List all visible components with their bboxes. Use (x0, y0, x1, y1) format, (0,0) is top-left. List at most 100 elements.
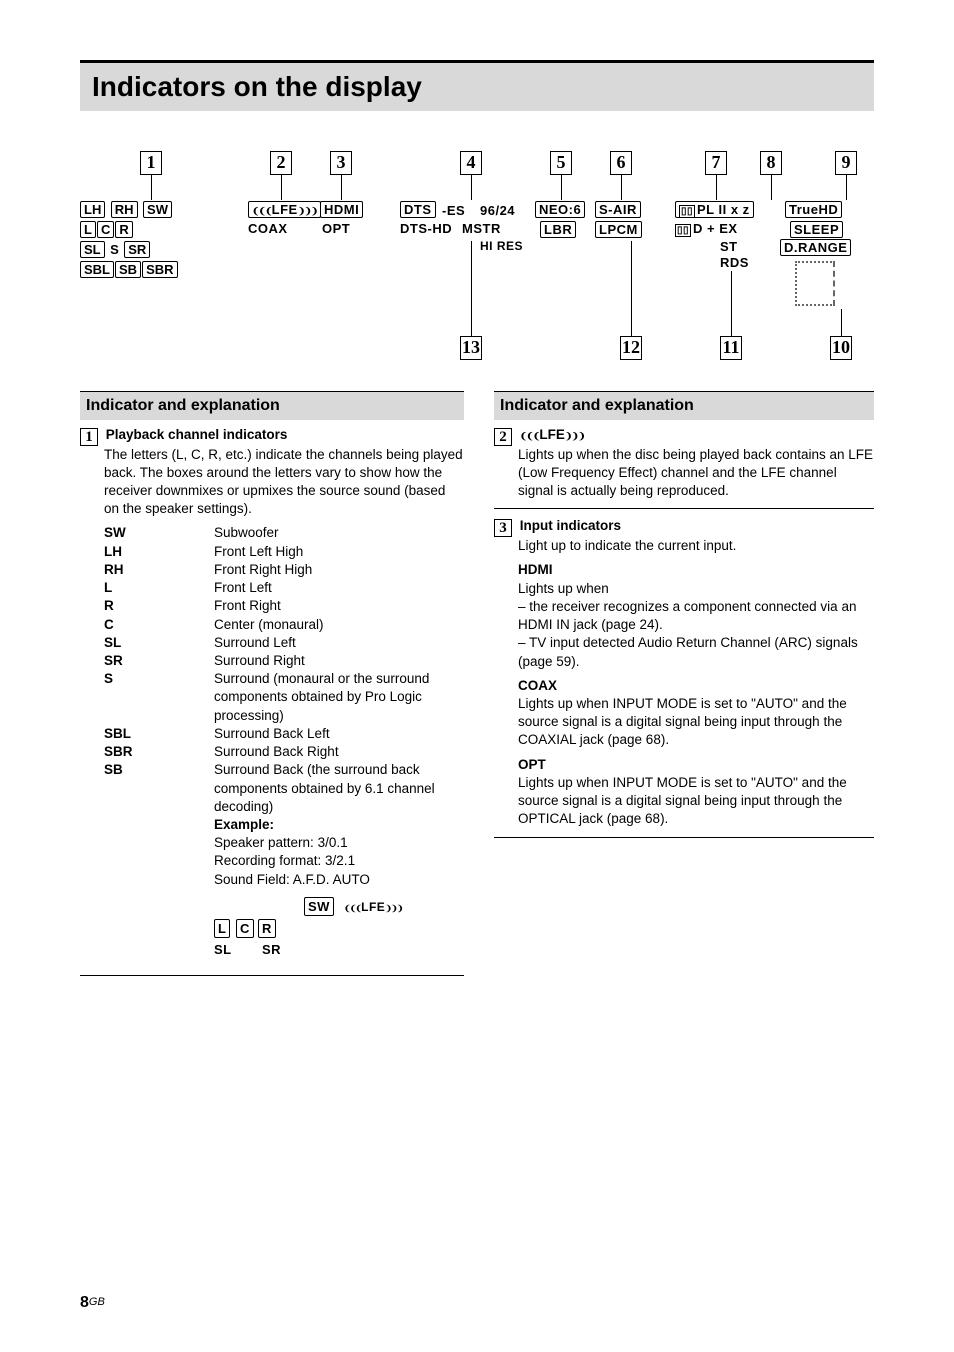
item-3-sub: HDMI Lights up when – the receiver recog… (494, 561, 874, 828)
lpcm-box: LPCM (595, 221, 642, 238)
example-line: Recording format: 3/2.1 (214, 852, 464, 870)
line (471, 241, 472, 336)
coax-label: COAX (248, 221, 288, 236)
ch-val: Center (monaural) (214, 616, 464, 634)
ex-r: R (258, 919, 276, 939)
opt-label: OPT (322, 221, 350, 236)
ch-key: R (104, 597, 214, 615)
mstr-label: MSTR (462, 221, 501, 236)
line (771, 175, 772, 200)
ch-val: Front Left (214, 579, 464, 597)
opt-body: Lights up when INPUT MODE is set to "AUT… (518, 774, 874, 829)
item-2-num: 2 (494, 428, 512, 446)
lfe-box: ❨❨❨LFE❩❩❩ (248, 201, 321, 218)
content-columns: Indicator and explanation 1 Playback cha… (80, 391, 874, 984)
es-label: -ES (442, 203, 465, 218)
line (731, 271, 732, 336)
ch-sbr: SBR (142, 261, 177, 278)
item-3: 3 Input indicators Light up to indicate … (494, 517, 874, 828)
line (281, 175, 282, 200)
right-section-header: Indicator and explanation (494, 391, 874, 420)
item-1-title: Playback channel indicators (106, 427, 288, 442)
callout-13: 13 (460, 336, 482, 360)
ch-r: R (115, 221, 132, 238)
item-3-title: Input indicators (520, 518, 621, 533)
item-2: 2 ❨❨❨LFE❩❩❩ Lights up when the disc bein… (494, 426, 874, 501)
item-3-body: Light up to indicate the current input. (494, 537, 874, 555)
ch-val: Front Right High (214, 561, 464, 579)
example-line: Speaker pattern: 3/0.1 (214, 834, 464, 852)
d-ex-label: ▯▯D + EX (675, 221, 738, 236)
channel-grid: LH RH SW LCR SL S SR SBLSBSBR (80, 201, 179, 279)
callout-5: 5 (550, 151, 572, 175)
ex-c: C (236, 919, 254, 939)
ex-sr: SR (262, 941, 281, 959)
ch-key: SW (104, 524, 214, 542)
page-title: Indicators on the display (92, 71, 862, 103)
ch-val: Surround Right (214, 652, 464, 670)
dtshd-label: DTS-HD (400, 221, 452, 236)
hdmi-b1: – the receiver recognizes a component co… (518, 598, 874, 634)
line (846, 175, 847, 200)
ch-key: SB (104, 761, 214, 816)
hdmi-line1: Lights up when (518, 580, 874, 598)
ex-lfe: ❨❨❨LFE❩❩❩ (344, 899, 402, 915)
dot-segment (795, 261, 835, 306)
item-1-body: The letters (L, C, R, etc.) indicate the… (80, 446, 464, 519)
callout-2: 2 (270, 151, 292, 175)
page-number: 8 (80, 1294, 89, 1311)
line (716, 175, 717, 200)
ch-key: SBR (104, 743, 214, 761)
line (151, 175, 152, 200)
ch-rh: RH (111, 201, 138, 218)
item-2-title: ❨❨❨LFE❩❩❩ (520, 427, 585, 442)
ch-lh: LH (80, 201, 105, 218)
rds-label: RDS (720, 255, 749, 270)
item-1-num: 1 (80, 428, 98, 446)
sair-box: S-AIR (595, 201, 641, 218)
hires-label: HI RES (480, 239, 523, 253)
ex-sl: SL (214, 941, 232, 959)
page-title-bar: Indicators on the display (80, 60, 874, 111)
example-line: Sound Field: A.F.D. AUTO (214, 871, 464, 889)
divider (80, 975, 464, 976)
callout-10: 10 (830, 336, 852, 360)
channel-table: SWSubwoofer LHFront Left High RHFront Ri… (80, 524, 464, 888)
truehd-box: TrueHD (785, 201, 842, 218)
ch-s: S (110, 242, 119, 257)
callout-6: 6 (610, 151, 632, 175)
ch-sw: SW (143, 201, 172, 218)
ch-val: Front Left High (214, 543, 464, 561)
line (341, 175, 342, 200)
left-section-header: Indicator and explanation (80, 391, 464, 420)
callout-3: 3 (330, 151, 352, 175)
ch-sb: SB (115, 261, 141, 278)
pl-box: ▯▯PL II x z (675, 201, 754, 218)
ch-val: Surround (monaural or the surround compo… (214, 670, 464, 725)
right-column: Indicator and explanation 2 ❨❨❨LFE❩❩❩ Li… (494, 391, 874, 984)
callout-8: 8 (760, 151, 782, 175)
page-region: GB (89, 1296, 105, 1308)
example-display: SW ❨❨❨LFE❩❩❩ L C R SL SR (214, 897, 464, 967)
ch-key: C (104, 616, 214, 634)
line (631, 241, 632, 336)
9624-label: 96/24 (480, 203, 515, 218)
coax-head: COAX (518, 677, 874, 695)
callout-9: 9 (835, 151, 857, 175)
line (621, 175, 622, 200)
hdmi-head: HDMI (518, 561, 874, 579)
ch-l: L (80, 221, 96, 238)
divider (494, 837, 874, 838)
ch-sl: SL (80, 241, 105, 258)
ch-key: LH (104, 543, 214, 561)
opt-head: OPT (518, 756, 874, 774)
ex-sw: SW (304, 897, 334, 917)
callout-11: 11 (720, 336, 742, 360)
neo-box: NEO:6 (535, 201, 585, 218)
ch-key: S (104, 670, 214, 725)
ch-val: Surround Left (214, 634, 464, 652)
callout-12: 12 (620, 336, 642, 360)
line (561, 175, 562, 200)
item-2-body: Lights up when the disc being played bac… (494, 446, 874, 501)
ch-key: L (104, 579, 214, 597)
